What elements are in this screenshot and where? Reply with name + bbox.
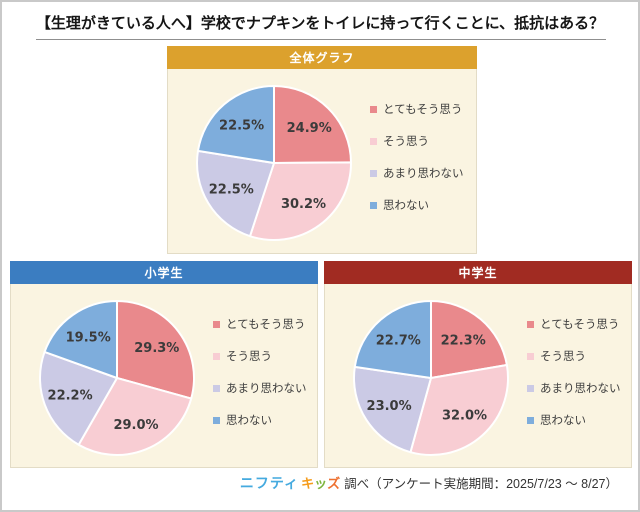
pie-slice	[409, 364, 509, 457]
legend-label: そう思う	[383, 136, 429, 148]
footer-source-line: ニフティ キ ッ ズ 調べ（アンケート実施期間：2025/7/23 ～ 8/27…	[240, 473, 618, 493]
legend-item: 思わない	[213, 414, 307, 427]
pie-value-label: 22.5%	[219, 119, 264, 134]
legend-junior-high: とてもそう思う そう思う あまり思わない 思わない	[527, 318, 621, 446]
legend-swatch-no	[527, 416, 534, 424]
legend-swatch-agree	[527, 352, 534, 360]
nifty-kids-logo-nifty: ニフティ	[239, 475, 300, 491]
pie-value-label: 30.2%	[281, 197, 326, 212]
pie-value-label: 29.0%	[113, 418, 158, 433]
legend-item: とてもそう思う	[213, 318, 307, 331]
pie-value-label: 23.0%	[367, 399, 412, 414]
legend-swatch-agree	[213, 352, 220, 360]
legend-swatch-no	[213, 416, 220, 424]
legend-item: とてもそう思う	[527, 318, 621, 331]
panel-junior-high-body: 22.3% 32.0% 23.0% 22.7% とてもそう思う そう思う あまり思わな…	[324, 284, 632, 468]
pie-value-label: 22.3%	[441, 333, 486, 348]
pie-value-label: 29.3%	[134, 341, 179, 356]
legend-item: あまり思わない	[213, 382, 307, 395]
legend-label: 思わない	[540, 415, 586, 427]
legend-swatch-very-agree	[213, 320, 220, 328]
legend-swatch-not-much	[213, 384, 220, 392]
legend-label: 思わない	[226, 415, 272, 427]
legend-elementary: とてもそう思う そう思う あまり思わない 思わない	[213, 318, 307, 446]
pie-slice	[196, 149, 275, 238]
pie-chart-junior-high: 22.3% 32.0% 23.0% 22.7%	[353, 300, 509, 457]
legend-label: とてもそう思う	[226, 319, 306, 331]
legend-item: あまり思わない	[527, 382, 621, 395]
pie-slice	[116, 300, 196, 400]
pie-value-label: 22.2%	[48, 389, 93, 404]
pie-slice	[430, 300, 508, 379]
legend-item: とてもそう思う	[370, 103, 464, 116]
pie-slice	[353, 300, 432, 379]
pie-value-label: 19.5%	[66, 331, 111, 346]
legend-label: あまり思わない	[226, 383, 307, 395]
pie-value-label: 24.9%	[287, 121, 332, 136]
nifty-kids-logo-ki: キ	[301, 476, 315, 491]
survey-period-text: 調べ（アンケート実施期間：2025/7/23 ～ 8/27）	[344, 477, 618, 491]
legend-swatch-very-agree	[527, 320, 534, 328]
legend-label: とてもそう思う	[540, 319, 620, 331]
legend-swatch-not-much	[370, 169, 377, 177]
pie-value-label: 22.7%	[376, 334, 421, 349]
legend-swatch-no	[370, 201, 377, 209]
panel-junior-high-header: 中学生	[324, 261, 632, 284]
legend-label: 思わない	[383, 200, 429, 212]
legend-label: あまり思わない	[383, 168, 464, 180]
legend-item: そう思う	[213, 350, 307, 363]
legend-label: そう思う	[540, 351, 586, 363]
legend-item: 思わない	[527, 414, 621, 427]
pie-value-label: 32.0%	[442, 409, 487, 424]
legend-swatch-not-much	[527, 384, 534, 392]
pie-chart-elementary: 29.3% 29.0% 22.2% 19.5%	[39, 300, 196, 456]
nifty-kids-logo-zu: ズ	[327, 476, 341, 491]
legend-swatch-very-agree	[370, 105, 377, 113]
panel-overall-header: 全体グラフ	[167, 46, 477, 69]
nifty-kids-logo-tsu: ッ	[314, 476, 328, 491]
pie-slice	[273, 85, 352, 164]
legend-item: そう思う	[527, 350, 621, 363]
pie-slice	[196, 85, 275, 164]
title-underline	[36, 39, 606, 40]
panel-elementary-body: 29.3% 29.0% 22.2% 19.5% とてもそう思う そう思う あまり思わな…	[10, 284, 318, 468]
legend-item: そう思う	[370, 135, 464, 148]
pie-slice	[39, 350, 118, 446]
legend-label: とてもそう思う	[383, 104, 463, 116]
panel-overall-body: 24.9% 30.2% 22.5% 22.5% とてもそう思う そう思う あまり思わな…	[167, 69, 477, 254]
legend-item: 思わない	[370, 199, 464, 212]
panel-elementary-header: 小学生	[10, 261, 318, 284]
panel-elementary: 小学生 29.3% 29.0% 22.2% 19.5% とてもそう思う そう思う あま…	[10, 261, 318, 468]
panel-junior-high: 中学生 22.3% 32.0% 23.0% 22.7% とてもそう思う そう思う あま…	[324, 261, 632, 468]
legend-overall: とてもそう思う そう思う あまり思わない 思わない	[370, 103, 464, 231]
pie-slice	[249, 161, 353, 241]
pie-slice	[353, 365, 432, 454]
legend-label: そう思う	[226, 351, 272, 363]
page-title: 【生理がきている人へ】学校でナプキンをトイレに持って行くことに、抵抗はある？	[35, 15, 605, 32]
pie-value-label: 22.5%	[209, 183, 254, 198]
pie-slice	[43, 300, 118, 379]
pie-chart-overall: 24.9% 30.2% 22.5% 22.5%	[196, 85, 353, 241]
legend-label: あまり思わない	[540, 383, 621, 395]
legend-swatch-agree	[370, 137, 377, 145]
panel-overall: 全体グラフ 24.9% 30.2% 22.5% 22.5% とてもそう思う そう思う …	[167, 46, 477, 254]
legend-item: あまり思わない	[370, 167, 464, 180]
